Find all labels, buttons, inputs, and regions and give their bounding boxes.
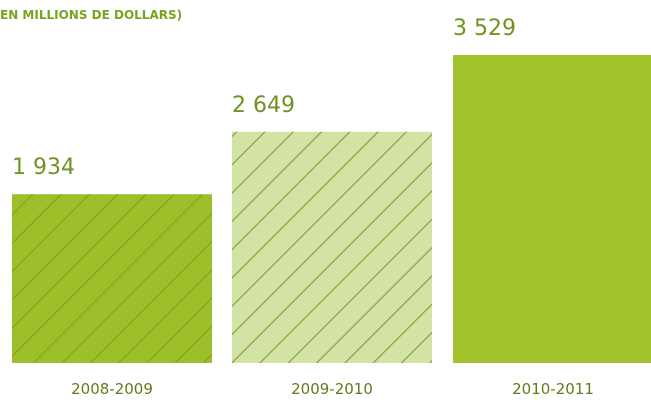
x-tick-label: 2008-2009 (71, 380, 153, 398)
chart-title: EN MILLIONS DE DOLLARS) (0, 8, 182, 22)
value-label: 2 649 (232, 93, 295, 118)
bar (453, 55, 651, 363)
bar-hatch (12, 194, 212, 363)
bar-hatch (232, 131, 432, 363)
x-tick-label: 2009-2010 (291, 380, 373, 398)
value-label: 1 934 (12, 155, 75, 180)
value-label: 3 529 (453, 16, 516, 41)
x-tick-label: 2010-2011 (512, 380, 594, 398)
